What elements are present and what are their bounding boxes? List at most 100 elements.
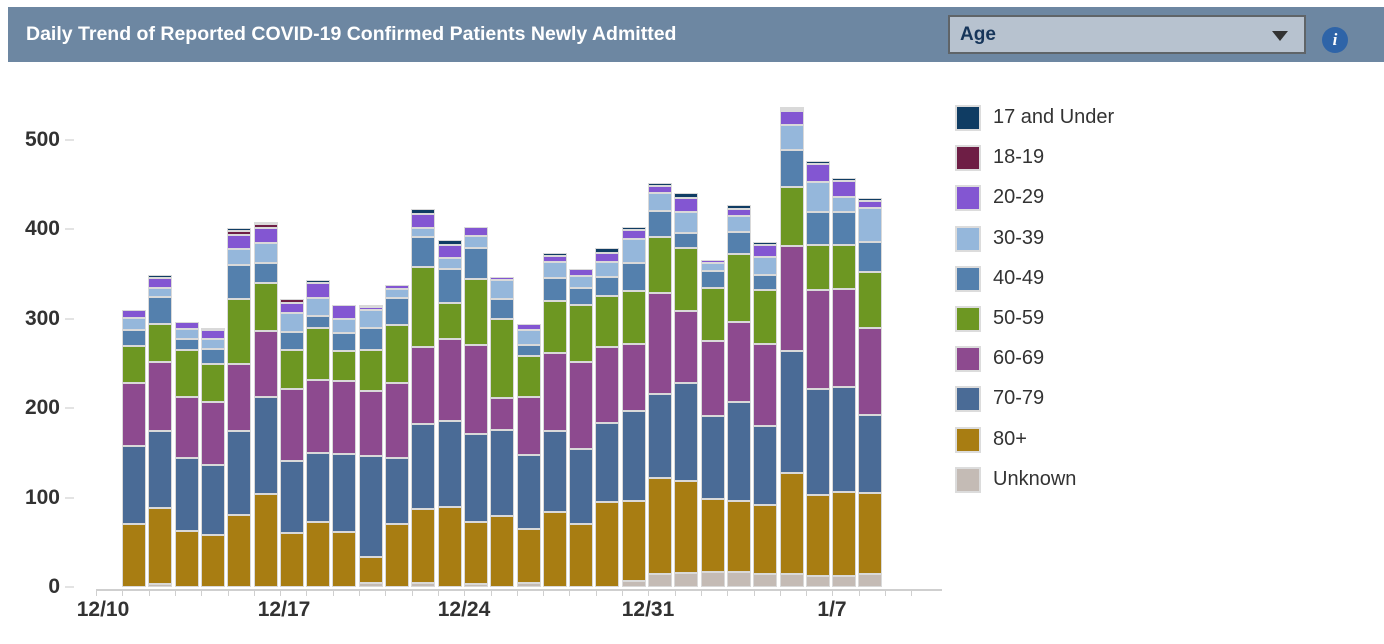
bar-segment-17-and-under[interactable]: [858, 198, 883, 201]
bar-segment-40-49[interactable]: [253, 262, 278, 284]
bar-segment-30-39[interactable]: [279, 312, 304, 333]
bar-segment-20-29[interactable]: [753, 244, 778, 258]
bar-segment-30-39[interactable]: [753, 257, 778, 276]
bar-segment-70-79[interactable]: [726, 401, 751, 502]
bar-segment-70-79[interactable]: [805, 388, 830, 495]
bar-segment-50-59[interactable]: [253, 283, 278, 332]
bar-segment-80+[interactable]: [463, 521, 488, 585]
bar-segment-30-39[interactable]: [200, 338, 225, 350]
bar-segment-80+[interactable]: [437, 507, 462, 587]
bar-segment-18-19[interactable]: [279, 299, 304, 303]
bar-segment-70-79[interactable]: [279, 460, 304, 534]
bar-segment-50-59[interactable]: [437, 302, 462, 340]
bar-segment-80+[interactable]: [595, 502, 620, 587]
bar-segment-20-29[interactable]: [358, 307, 383, 310]
bar-segment-60-69[interactable]: [490, 397, 515, 430]
bar-segment-70-79[interactable]: [463, 434, 488, 522]
bar-segment-60-69[interactable]: [279, 388, 304, 461]
bar-segment-40-49[interactable]: [437, 268, 462, 303]
bar-segment-60-69[interactable]: [595, 346, 620, 424]
bar-segment-50-59[interactable]: [805, 244, 830, 291]
bar-segment-80+[interactable]: [174, 530, 199, 587]
bar-segment-unknown[interactable]: [832, 576, 857, 587]
bar-segment-80+[interactable]: [490, 516, 515, 587]
bar-segment-60-69[interactable]: [621, 343, 646, 411]
bar-segment-40-49[interactable]: [122, 330, 146, 346]
bar-segment-20-29[interactable]: [858, 200, 883, 208]
bar-segment-40-49[interactable]: [595, 276, 620, 297]
bar-segment-40-49[interactable]: [858, 241, 883, 273]
bar-segment-50-59[interactable]: [306, 327, 331, 380]
bar-segment-unknown[interactable]: [148, 584, 173, 587]
bar-segment-60-69[interactable]: [358, 391, 383, 456]
bar-segment-60-69[interactable]: [174, 396, 199, 459]
bar-segment-30-39[interactable]: [122, 317, 146, 331]
bar-segment-40-49[interactable]: [621, 262, 646, 292]
bar-segment-30-39[interactable]: [858, 207, 883, 242]
bar-segment-40-49[interactable]: [569, 288, 594, 305]
bar-segment-30-39[interactable]: [385, 289, 409, 299]
bar-segment-50-59[interactable]: [700, 287, 725, 342]
bar-segment-20-29[interactable]: [200, 330, 225, 339]
bar-segment-70-79[interactable]: [779, 351, 804, 473]
bar-segment-18-19[interactable]: [227, 231, 252, 235]
bar-segment-80+[interactable]: [148, 508, 173, 585]
bar-segment-60-69[interactable]: [753, 343, 778, 427]
bar-segment-unknown[interactable]: [726, 571, 751, 587]
bar-segment-60-69[interactable]: [463, 344, 488, 435]
bar-segment-40-49[interactable]: [490, 299, 515, 319]
bar-segment-17-and-under[interactable]: [411, 208, 436, 215]
bar-segment-70-79[interactable]: [200, 464, 225, 536]
bar-segment-30-39[interactable]: [253, 242, 278, 263]
bar-segment-20-29[interactable]: [700, 259, 725, 263]
bar-segment-17-and-under[interactable]: [805, 160, 830, 165]
bar-segment-60-69[interactable]: [227, 363, 252, 432]
bar-segment-40-49[interactable]: [385, 298, 409, 326]
bar-segment-70-79[interactable]: [490, 429, 515, 517]
bar-segment-20-29[interactable]: [227, 234, 252, 250]
bar-segment-50-59[interactable]: [279, 350, 304, 389]
bar-segment-30-39[interactable]: [463, 235, 488, 249]
bar-segment-20-29[interactable]: [542, 256, 567, 262]
bar-segment-80+[interactable]: [279, 533, 304, 587]
bar-segment-20-29[interactable]: [385, 284, 409, 290]
bar-segment-60-69[interactable]: [411, 346, 436, 425]
bar-segment-50-59[interactable]: [200, 364, 225, 402]
bar-segment-80+[interactable]: [411, 509, 436, 583]
bar-segment-60-69[interactable]: [437, 339, 462, 421]
bar-segment-unknown[interactable]: [753, 574, 778, 587]
bar-segment-60-69[interactable]: [148, 361, 173, 431]
bar-segment-80+[interactable]: [253, 494, 278, 587]
bar-segment-40-49[interactable]: [200, 349, 225, 365]
bar-segment-30-39[interactable]: [332, 318, 357, 334]
bar-segment-60-69[interactable]: [516, 396, 541, 455]
bar-segment-80+[interactable]: [385, 524, 409, 587]
bar-segment-30-39[interactable]: [805, 182, 830, 213]
bar-segment-40-49[interactable]: [174, 338, 199, 351]
bar-segment-unknown[interactable]: [674, 572, 699, 587]
bar-segment-50-59[interactable]: [595, 296, 620, 347]
bar-segment-17-and-under[interactable]: [227, 227, 252, 232]
bar-segment-50-59[interactable]: [621, 291, 646, 344]
bar-segment-60-69[interactable]: [569, 361, 594, 450]
bar-segment-17-and-under[interactable]: [726, 205, 751, 209]
bar-segment-20-29[interactable]: [122, 309, 146, 318]
bar-segment-30-39[interactable]: [700, 262, 725, 272]
bar-segment-70-79[interactable]: [358, 455, 383, 557]
bar-segment-40-49[interactable]: [700, 271, 725, 288]
bar-segment-60-69[interactable]: [779, 245, 804, 351]
bar-segment-80+[interactable]: [122, 524, 146, 587]
bar-segment-40-49[interactable]: [516, 344, 541, 357]
bar-segment-20-29[interactable]: [621, 230, 646, 240]
bar-segment-70-79[interactable]: [174, 458, 199, 531]
bar-segment-70-79[interactable]: [858, 415, 883, 494]
bar-segment-50-59[interactable]: [227, 299, 252, 364]
bar-segment-40-49[interactable]: [648, 210, 672, 238]
bar-segment-30-39[interactable]: [621, 239, 646, 263]
bar-segment-20-29[interactable]: [306, 283, 331, 299]
bar-segment-70-79[interactable]: [122, 445, 146, 525]
bar-segment-70-79[interactable]: [595, 423, 620, 503]
bar-segment-20-29[interactable]: [253, 227, 278, 243]
bar-segment-17-and-under[interactable]: [358, 305, 383, 308]
bar-segment-50-59[interactable]: [832, 244, 857, 290]
